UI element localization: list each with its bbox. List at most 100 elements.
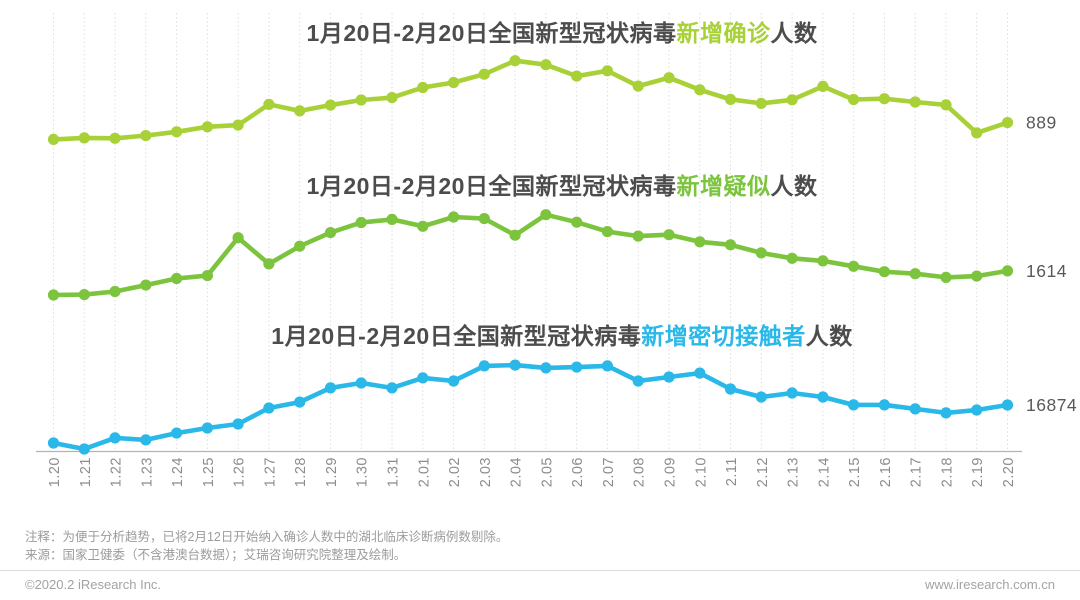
data-point xyxy=(940,99,952,111)
data-point xyxy=(78,132,90,144)
data-point xyxy=(47,289,60,301)
data-point xyxy=(817,255,829,267)
data-point xyxy=(632,230,644,242)
x-tick-label: 2.16 xyxy=(878,457,894,487)
x-tick-label: 1.23 xyxy=(139,457,155,487)
data-point xyxy=(632,80,644,92)
data-point xyxy=(632,375,644,387)
data-point xyxy=(324,99,337,111)
title-text: 人数 xyxy=(805,323,853,349)
data-point xyxy=(201,422,213,434)
data-point xyxy=(724,93,737,105)
data-point xyxy=(386,213,398,225)
footnotes: 注释：为便于分析趋势，已将2月12日开始纳入确诊人数中的湖北临床诊断病例数剔除。… xyxy=(25,529,508,564)
data-point xyxy=(724,239,737,251)
data-point xyxy=(848,260,860,272)
data-point xyxy=(694,367,706,379)
x-tick-label: 1.22 xyxy=(109,457,125,487)
x-tick-label: 1.29 xyxy=(324,457,340,487)
data-point xyxy=(263,98,275,110)
x-tick-label: 2.11 xyxy=(724,457,740,486)
data-point xyxy=(848,399,860,411)
data-point xyxy=(940,271,952,283)
data-point xyxy=(601,360,614,372)
data-point xyxy=(355,377,367,389)
end-value-label: 889 xyxy=(1026,113,1057,133)
data-point xyxy=(78,443,90,455)
x-tick-label: 2.09 xyxy=(662,457,678,487)
data-point xyxy=(263,402,275,414)
data-point xyxy=(1001,399,1014,411)
data-point xyxy=(509,359,521,371)
x-tick-label: 1.26 xyxy=(232,457,248,487)
data-point xyxy=(78,289,90,301)
x-tick-label: 2.06 xyxy=(570,457,586,487)
data-point xyxy=(755,391,767,403)
data-point xyxy=(417,372,429,384)
data-point xyxy=(232,418,244,430)
x-tick-label: 1.28 xyxy=(293,457,309,487)
data-point xyxy=(47,133,60,145)
data-point xyxy=(171,272,183,285)
end-value-label: 16874 xyxy=(1026,395,1077,415)
data-point xyxy=(355,94,367,106)
copyright-text: ©2020.2 iResearch Inc. xyxy=(25,577,162,592)
data-point xyxy=(140,130,152,142)
chart-title-new-close-contacts: 1月20日-2月20日全国新型冠状病毒新增密切接触者人数 xyxy=(22,317,1080,351)
data-point xyxy=(417,81,429,94)
source-line: 来源：国家卫健委（不含港澳台数据）；艾瑞咨询研究院整理及绘制。 xyxy=(25,547,407,562)
data-point xyxy=(386,92,398,104)
title-highlight-new-confirmed: 新增确诊 xyxy=(676,20,771,46)
data-point xyxy=(448,76,460,89)
data-point xyxy=(1001,265,1014,277)
x-tick-label: 1.27 xyxy=(262,457,278,487)
title-text: 1月20日-2月20日全国新型冠状病毒 xyxy=(306,173,677,199)
data-point xyxy=(263,258,275,270)
data-point xyxy=(909,403,921,415)
title-highlight-new-suspected: 新增疑似 xyxy=(676,173,771,199)
data-point xyxy=(817,391,829,403)
x-tick-label: 2.19 xyxy=(970,457,986,487)
x-tick-label: 2.10 xyxy=(693,457,709,487)
data-point xyxy=(694,236,706,248)
data-point xyxy=(694,84,706,96)
data-point xyxy=(786,252,798,264)
data-point xyxy=(663,229,675,241)
data-point xyxy=(971,127,983,139)
x-tick-label: 1.24 xyxy=(170,457,186,487)
x-tick-label: 2.08 xyxy=(632,457,648,487)
x-tick-label: 2.07 xyxy=(601,457,617,487)
x-tick-label: 1.31 xyxy=(386,457,402,487)
data-point xyxy=(971,404,983,416)
x-tick-label: 2.20 xyxy=(1001,457,1017,487)
title-text: 1月20日-2月20日全国新型冠状病毒 xyxy=(271,323,642,349)
footer-divider xyxy=(0,570,1080,571)
data-point xyxy=(201,121,213,133)
data-point xyxy=(294,105,306,117)
data-point xyxy=(940,407,952,419)
data-point xyxy=(171,427,183,439)
data-point xyxy=(478,360,490,372)
data-point xyxy=(878,266,891,278)
chart-title-new-suspected: 1月20日-2月20日全国新型冠状病毒新增疑似人数 xyxy=(22,167,1080,201)
data-point xyxy=(232,232,244,244)
chart-title-new-confirmed: 1月20日-2月20日全国新型冠状病毒新增确诊人数 xyxy=(22,14,1080,48)
data-point xyxy=(294,240,306,252)
x-tick-label: 2.03 xyxy=(478,457,494,487)
footer-bar: ©2020.2 iResearch Inc. www.iresearch.com… xyxy=(25,577,1055,592)
x-tick-label: 2.18 xyxy=(939,457,955,487)
data-point xyxy=(140,279,152,291)
data-point xyxy=(171,126,183,138)
title-text: 人数 xyxy=(770,20,818,46)
data-point xyxy=(571,70,583,82)
series-line-2 xyxy=(51,362,1010,452)
data-point xyxy=(909,268,921,280)
data-point xyxy=(109,132,121,144)
data-point xyxy=(663,371,675,383)
data-point xyxy=(601,226,614,238)
x-tick-label: 2.12 xyxy=(755,457,771,487)
data-point xyxy=(571,216,583,228)
website-text: www.iresearch.com.cn xyxy=(924,577,1055,592)
